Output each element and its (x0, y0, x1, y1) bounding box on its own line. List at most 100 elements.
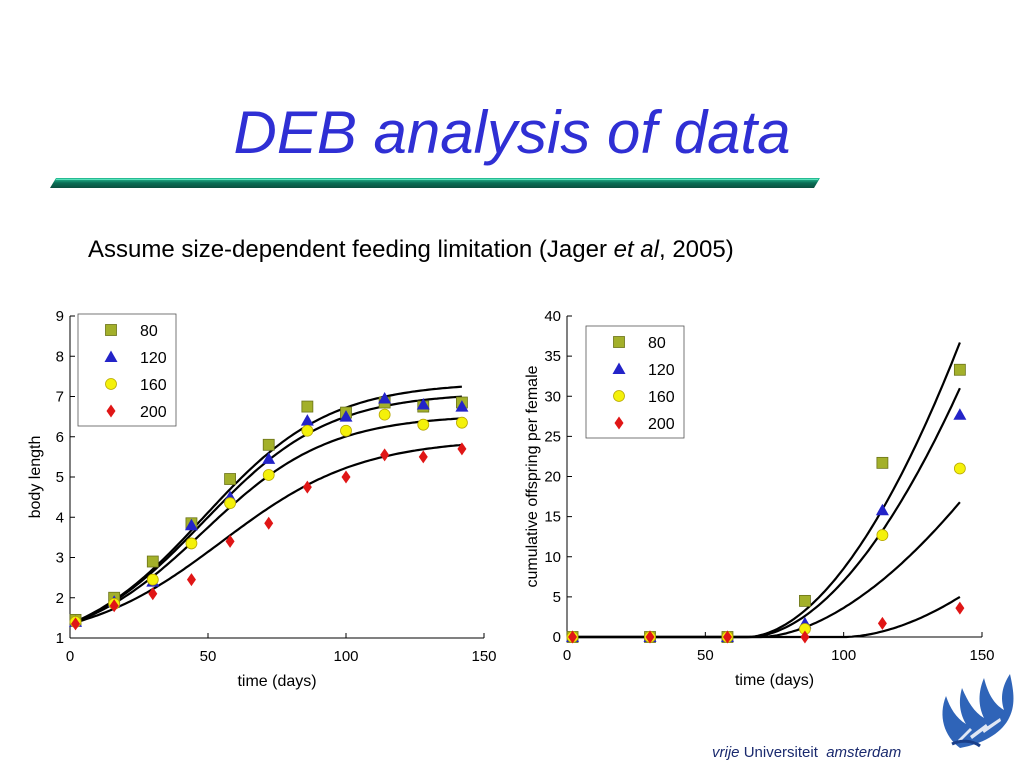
data-point-120 (875, 503, 889, 516)
y-axis-label: body length (27, 436, 44, 519)
legend-marker-160 (613, 390, 625, 402)
y-tick-label: 0 (553, 629, 561, 646)
fit-curve-80 (69, 385, 462, 625)
data-point-120 (378, 392, 392, 404)
data-point-200 (380, 448, 390, 462)
data-point-200 (877, 616, 887, 630)
legend-label-120: 120 (648, 362, 675, 379)
data-point-200 (645, 630, 655, 644)
vu-griffin-logo (942, 674, 1014, 748)
x-tick-label: 0 (563, 647, 571, 664)
subtitle-text-pre: Assume size-dependent feeding limitation… (88, 236, 614, 263)
y-tick-label: 2 (56, 590, 64, 607)
y-tick-label: 15 (544, 509, 561, 526)
legend-label-160: 160 (648, 389, 675, 406)
data-point-160 (456, 416, 468, 429)
x-tick-label: 150 (471, 648, 496, 665)
data-point-200 (457, 442, 467, 456)
data-point-160 (262, 469, 275, 481)
slide-title: DEB analysis of data (233, 99, 791, 166)
data-point-200 (109, 599, 119, 613)
vu-word-universiteit: Universiteit (743, 744, 818, 761)
legend-box (77, 313, 177, 427)
data-point-120 (455, 400, 469, 412)
data-point-200 (302, 480, 312, 494)
data-point-80 (224, 473, 236, 485)
y-tick-label: 9 (56, 308, 64, 325)
y-tick-label: 4 (56, 509, 64, 526)
data-point-200 (225, 534, 235, 548)
y-tick-label: 7 (56, 389, 64, 406)
vu-word-amsterdam: amsterdam (826, 744, 902, 761)
fit-curve-160 (567, 501, 961, 639)
data-point-160 (185, 537, 198, 550)
data-point-80 (262, 438, 275, 451)
data-point-160 (417, 418, 430, 431)
offspring-chart: 0 5 10 15 20 25 30 35 40 0 50 100 150 time (days) cumu… (524, 308, 995, 689)
data-point-200 (722, 630, 732, 644)
body-length-chart: 1 2 3 4 5 6 7 8 9 0 50 100 150 time (days) body length… (27, 308, 497, 690)
x-tick-label: 50 (200, 648, 217, 665)
y-axis-label: cumulative offspring per female (524, 365, 541, 587)
data-point-120 (262, 452, 276, 464)
legend-label-80: 80 (140, 323, 158, 340)
data-point-160 (146, 573, 159, 586)
data-point-200 (71, 617, 81, 631)
y-tick-label: 25 (544, 428, 561, 445)
x-tick-label: 100 (333, 648, 358, 665)
data-point-120 (953, 408, 967, 420)
legend-label-200: 200 (140, 404, 167, 421)
legend-label-120: 120 (140, 350, 167, 367)
data-point-160 (953, 462, 966, 475)
y-tick-label: 10 (544, 549, 561, 566)
fit-curve-200 (69, 443, 463, 625)
subtitle-text-italic: et al (613, 236, 659, 263)
data-point-80 (799, 594, 811, 607)
x-tick-label: 100 (831, 647, 856, 664)
legend-marker-200 (106, 404, 116, 418)
legend-label-80: 80 (648, 335, 666, 352)
y-tick-label: 30 (544, 388, 561, 405)
legend-marker-120 (104, 350, 118, 362)
data-point-160 (224, 497, 236, 510)
title-underline-bar (50, 178, 820, 188)
data-point-200 (955, 601, 965, 615)
data-point-200 (264, 516, 274, 530)
data-point-120 (184, 518, 198, 531)
data-point-160 (301, 424, 314, 437)
fit-curve-200 (567, 595, 961, 639)
data-point-200 (186, 573, 196, 587)
y-tick-label: 5 (56, 469, 64, 486)
data-point-200 (800, 630, 810, 644)
data-point-80 (301, 400, 314, 413)
legend-marker-160 (105, 378, 117, 390)
data-point-200 (341, 470, 351, 484)
legend-label-160: 160 (140, 377, 167, 394)
y-tick-label: 40 (544, 308, 561, 325)
data-point-200 (418, 450, 428, 464)
legend-marker-120 (612, 362, 626, 374)
data-point-200 (568, 630, 578, 644)
legend-marker-80 (105, 324, 117, 336)
legend-label-200: 200 (648, 416, 675, 433)
y-tick-label: 20 (544, 469, 561, 486)
slide-subtitle: Assume size-dependent feeding limitation… (88, 236, 734, 264)
data-point-120 (339, 410, 353, 422)
data-point-80 (953, 363, 966, 376)
data-point-120 (300, 414, 314, 426)
y-tick-label: 6 (56, 429, 64, 446)
y-tick-label: 3 (56, 550, 64, 567)
y-tick-label: 35 (544, 348, 561, 365)
y-tick-label: 8 (56, 348, 64, 365)
x-tick-label: 50 (697, 647, 714, 664)
subtitle-text-post: , 2005) (659, 236, 734, 263)
data-point-80 (146, 555, 159, 568)
legend-marker-200 (614, 416, 624, 430)
vu-word-vrije: vrije (712, 744, 740, 761)
data-point-80 (876, 456, 889, 469)
data-point-160 (876, 529, 889, 541)
data-point-200 (148, 587, 158, 601)
x-tick-label: 150 (969, 647, 994, 664)
legend-marker-80 (613, 336, 625, 348)
data-point-120 (416, 398, 430, 410)
